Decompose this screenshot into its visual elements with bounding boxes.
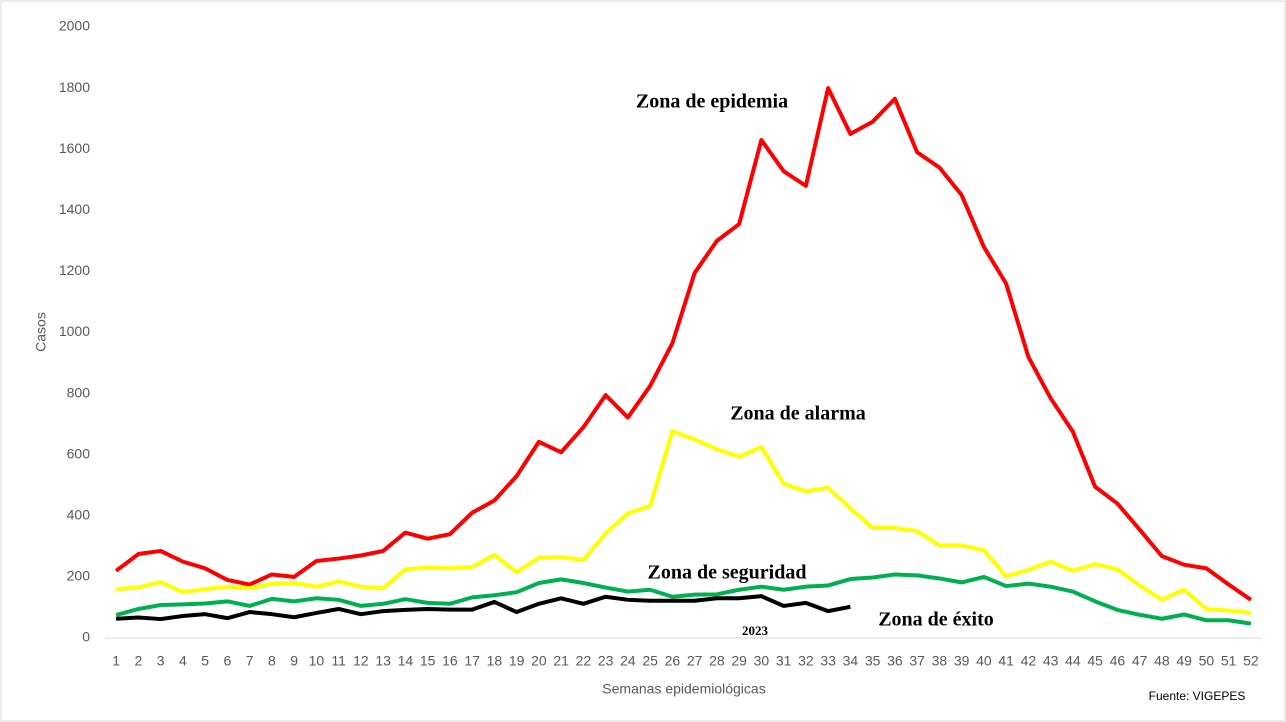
x-tick-label: 23: [598, 653, 614, 669]
x-tick-label: 20: [531, 653, 547, 669]
x-tick-label: 36: [887, 653, 903, 669]
x-tick-label: 45: [1087, 653, 1103, 669]
source: Fuente: VIGEPES: [1149, 689, 1246, 703]
x-tick-label: 52: [1243, 653, 1259, 669]
x-tick-label: 48: [1154, 653, 1170, 669]
x-tick-label: 32: [798, 653, 814, 669]
x-tick-label: 24: [620, 653, 636, 669]
annotation: Zona de epidemia: [636, 91, 788, 113]
y-tick-label: 1000: [59, 323, 90, 339]
x-tick-label: 8: [268, 653, 276, 669]
x-tick-label: 15: [420, 653, 436, 669]
y-tick-label: 1600: [59, 140, 90, 156]
y-tick-label: 800: [67, 384, 91, 400]
x-tick-label: 13: [375, 653, 391, 669]
y-tick-label: 400: [67, 507, 91, 523]
x-tick-label: 40: [976, 653, 992, 669]
x-tick-label: 17: [464, 653, 480, 669]
x-tick-label: 21: [553, 653, 569, 669]
x-tick-label: 33: [820, 653, 836, 669]
y-tick-label: 200: [67, 568, 91, 584]
annotation: Zona de éxito: [878, 609, 994, 631]
x-tick-label: 2: [134, 653, 142, 669]
x-tick-label: 50: [1199, 653, 1215, 669]
y-tick-label: 1800: [59, 79, 90, 95]
x-tick-label: 9: [290, 653, 298, 669]
x-tick-label: 27: [687, 653, 703, 669]
x-tick-label: 51: [1221, 653, 1237, 669]
x-tick-label: 49: [1176, 653, 1192, 669]
series-line: [115, 572, 1252, 626]
x-tick-label: 41: [998, 653, 1014, 669]
x-tick-label: 31: [776, 653, 792, 669]
x-tick-label: 10: [309, 653, 325, 669]
y-tick-label: 2000: [59, 18, 90, 34]
y-tick-label: 600: [67, 445, 91, 461]
x-tick-label: 35: [865, 653, 881, 669]
x-tick-label: 43: [1043, 653, 1059, 669]
x-tick-label: 19: [509, 653, 525, 669]
x-tick-label: 7: [246, 653, 254, 669]
x-tick-label: 42: [1021, 653, 1037, 669]
x-tick-label: 11: [331, 653, 346, 669]
x-tick-label: 25: [642, 653, 658, 669]
series-line: [115, 429, 1252, 615]
x-tick-label: 1: [112, 653, 120, 669]
y-tick-label: 0: [82, 629, 90, 645]
x-tick-label: 28: [709, 653, 725, 669]
x-tick-label: 16: [442, 653, 458, 669]
x-axis-label: Semanas epidemiológicas: [602, 681, 765, 697]
y-axis-label: Casos: [33, 312, 49, 352]
x-tick-label: 12: [353, 653, 369, 669]
x-tick-label: 44: [1065, 653, 1081, 669]
series-line: [114, 86, 1253, 602]
x-tick-label: 37: [909, 653, 925, 669]
annotation: Zona de alarma: [730, 403, 866, 425]
y-tick-label: 1200: [59, 262, 90, 278]
x-tick-label: 39: [954, 653, 970, 669]
annotation: 2023: [742, 623, 769, 638]
x-tick-label: 18: [487, 653, 503, 669]
x-tick-label: 46: [1110, 653, 1126, 669]
x-tick-label: 5: [201, 653, 209, 669]
x-tick-label: 47: [1132, 653, 1148, 669]
x-tick-label: 14: [398, 653, 414, 669]
x-tick-label: 3: [157, 653, 165, 669]
annotation: Zona de seguridad: [648, 562, 807, 584]
series-line: [116, 594, 851, 622]
x-tick-label: 6: [223, 653, 231, 669]
x-tick-label: 29: [731, 653, 747, 669]
x-tick-label: 30: [754, 653, 770, 669]
x-tick-label: 34: [843, 653, 859, 669]
x-tick-label: 4: [179, 653, 187, 669]
y-tick-label: 1400: [59, 201, 90, 217]
x-tick-label: 38: [932, 653, 948, 669]
x-tick-label: 22: [576, 653, 592, 669]
x-tick-label: 26: [665, 653, 681, 669]
